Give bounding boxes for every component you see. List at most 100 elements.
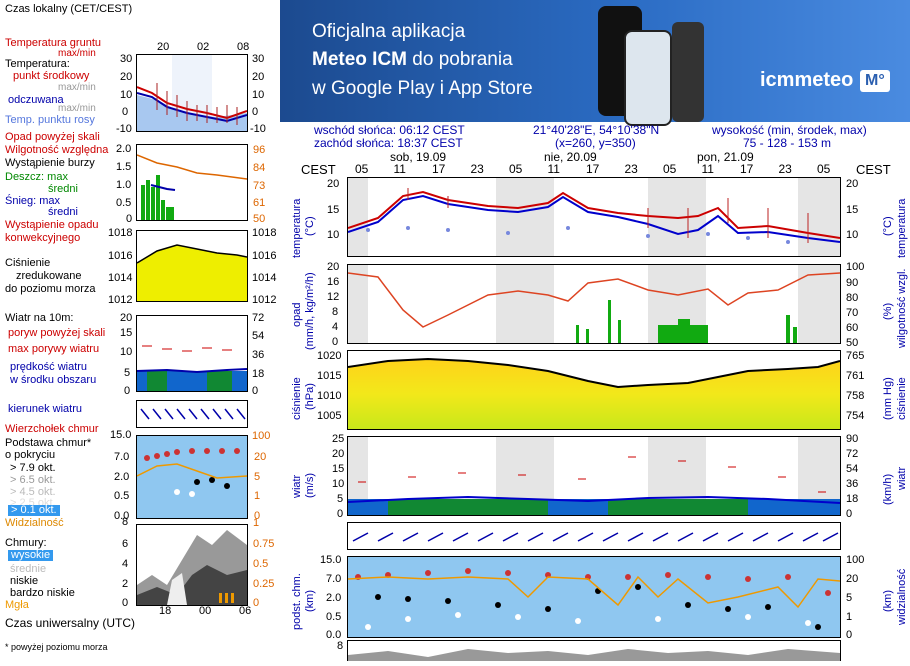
legend-rain-avg: średni [48, 183, 78, 195]
cb-rtick: 5 [846, 592, 853, 604]
legend-pressure-2: zredukowane [16, 270, 82, 282]
legend-dew-point: Temp. punktu rosy [5, 114, 95, 126]
pres-rtick: 758 [846, 390, 865, 402]
legend-okt-65: > 6.5 okt. [10, 474, 56, 486]
sunrise-text: wschód słońca: 06:12 CEST [314, 123, 465, 137]
day-label: nie, 20.09 [544, 150, 597, 164]
pres-rtick: 761 [846, 370, 865, 382]
legend-maxmin-blue: max/min [58, 103, 96, 114]
top-tick-08: 08 [237, 41, 250, 53]
legend-conv-rain-2: konwekcyjnego [5, 232, 81, 244]
legend-conv-rain: Wystąpienie opadu [5, 219, 99, 231]
mini-wind-rtick: 36 [252, 349, 265, 361]
day-label: sob, 19.09 [390, 150, 447, 164]
pres-rtick: 754 [846, 410, 865, 422]
rain-rtick: 90 [846, 277, 859, 289]
mini-cl-tick: 2 [122, 578, 129, 590]
legend-cloud-base-2: o pokryciu [5, 449, 56, 461]
legend-maxmin-grey: max/min [58, 82, 96, 93]
legend-clouds-high: wysokie [8, 550, 54, 561]
temp-rlabel-unit: (°C) [882, 216, 894, 236]
wind-rtick: 90 [846, 433, 859, 445]
bottom-tick-18: 18 [159, 605, 172, 617]
mini-pres-rtick: 1018 [252, 227, 277, 239]
legend-rain-above: Opad powyżej skali [5, 131, 100, 143]
mini-pres-rtick: 1012 [252, 294, 277, 306]
rain-rtick: 70 [846, 307, 859, 319]
wind-rlabel-unit: (km/h) [882, 473, 894, 505]
legend-storm: Wystąpienie burzy [5, 157, 95, 169]
pres-rlabel-unit: (mm Hg) [882, 377, 894, 420]
pres-rtick: 765 [846, 350, 865, 362]
legend-wind-speed: prędkość wiatru [10, 361, 88, 373]
mini-cb-rtick: 0 [254, 510, 261, 522]
legend-mid-point: punkt środkowy [13, 70, 90, 82]
temp-tick: 10 [327, 229, 340, 241]
mini-pres-tick: 1012 [108, 294, 133, 306]
tz-label-left: CEST [301, 162, 336, 177]
mini-temp-tick: -10 [116, 123, 132, 135]
cb-tick: 7.0 [326, 573, 342, 585]
legend-pressure: Ciśnienie [5, 257, 51, 269]
mini-temp-tick: 0 [122, 106, 129, 118]
temp-rlabel: temperatura [896, 198, 908, 258]
rain-chart [347, 265, 841, 343]
rain-tick: 8 [332, 306, 339, 318]
rain-ylabel: opad [291, 302, 303, 327]
app-promo-banner[interactable]: Oficjalna aplikacja Meteo ICM do pobrani… [280, 0, 910, 126]
wind-tick: 10 [332, 478, 345, 490]
mini-temp-rtick: 30 [252, 53, 265, 65]
mini-cl-tick: 4 [122, 558, 129, 570]
mini-rain-chart [136, 154, 248, 220]
mini-cb-tick: 0.0 [114, 510, 130, 522]
mini-cl-tick: 0 [122, 597, 129, 609]
top-tick-20: 20 [157, 41, 170, 53]
legend-okt-01: > 0.1 okt. [8, 505, 60, 516]
sunset-text: zachód słońca: 18:37 CEST [314, 136, 463, 150]
mini-rain-rtick: 84 [253, 162, 266, 174]
cb-ylabel: podst. chm. [291, 573, 303, 630]
mini-temp-rtick: 0 [252, 106, 259, 118]
hour-tick: 11 [393, 162, 406, 176]
hour-tick: 05 [355, 162, 369, 176]
legend-snow-max: Śnieg: max [5, 195, 61, 207]
legend-humidity: Wilgotność względna [5, 144, 109, 156]
mini-rain-tick: 1.5 [116, 161, 132, 173]
legend-temp-ground-maxmin: max/min [58, 48, 96, 59]
phone-image-2 [624, 30, 672, 126]
legend-temperature: Temperatura: [5, 58, 70, 70]
hour-tick: 11 [701, 162, 714, 176]
mini-wind-rtick: 18 [252, 368, 265, 380]
mini-rain-tick: 0.5 [116, 197, 132, 209]
mini-temp-tick: 10 [120, 89, 133, 101]
legend-wind-10m: Wiatr na 10m: [5, 312, 74, 324]
rain-rlabel-unit: (%) [882, 302, 894, 320]
mini-clouds-panel [136, 524, 248, 606]
rain-tick: 20 [327, 261, 340, 273]
pressure-panel [347, 350, 841, 430]
wind-tick: 15 [332, 463, 345, 475]
wind-tick: 0 [337, 508, 344, 520]
mini-cl-rtick: 0.25 [253, 578, 275, 590]
temp-panel [347, 177, 841, 257]
legend-okt-25: > 2.5 okt. [10, 497, 56, 509]
hour-tick: 11 [547, 162, 560, 176]
legend-clouds-low: niskie [10, 575, 39, 587]
wind-rtick: 54 [846, 463, 859, 475]
hour-tick: 17 [740, 162, 754, 176]
mini-cb-tick: 7.0 [114, 451, 130, 463]
cb-tick: 0.0 [326, 629, 342, 641]
mini-rain-tick: 2.0 [116, 143, 132, 155]
mini-pressure-panel [136, 230, 248, 302]
rain-ylabel-unit: (mm/h, kg/m²/h) [304, 272, 316, 350]
mini-temp-tick: 20 [120, 71, 133, 83]
hour-tick: 23 [624, 162, 638, 176]
hour-tick: 17 [432, 162, 446, 176]
mini-rain-rtick: 96 [253, 144, 266, 156]
cb-rtick: 1 [846, 611, 853, 623]
legend-clouds: Chmury: [5, 537, 47, 549]
rain-rlabel: wilgotność wzgl. [896, 268, 908, 348]
rain-tick: 16 [327, 276, 340, 288]
mini-rain-tick: 1.0 [116, 179, 132, 191]
mini-pres-rtick: 1014 [252, 272, 277, 284]
